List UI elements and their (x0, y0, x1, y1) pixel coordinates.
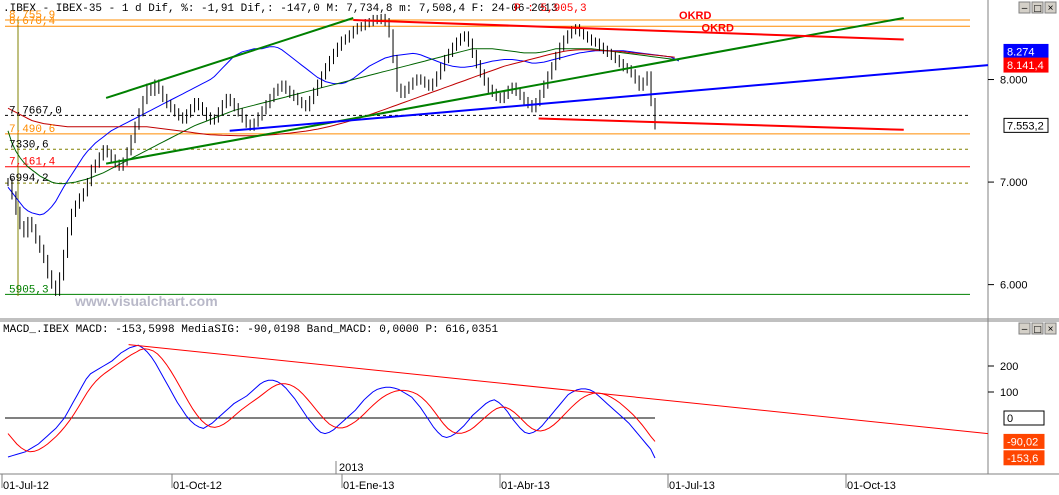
trendline (105, 17, 904, 165)
price-tag-text: 8.141,4 (1007, 60, 1044, 72)
level-label: 6994,2 (9, 173, 49, 185)
price-plot-area (0, 0, 988, 318)
minimize-button[interactable] (1018, 322, 1031, 335)
price-axis-label: 6.000 (1000, 280, 1028, 292)
trendline (538, 117, 904, 131)
watermark: www.visualchart.com (74, 293, 218, 309)
price-header-text: .IBEX - IBEX-35 - 1 d Dif, %: -1,91 Dif,… (3, 3, 558, 15)
level-labels: 8,755,98,670,4 7,7667,0 7,490,6 7330,6 7,161… (9, 10, 62, 296)
level-label: 7,7667,0 (9, 105, 62, 117)
macd-trendline (128, 344, 989, 435)
macd-tag (1003, 433, 1045, 449)
macd-axis-label: 100 (1000, 387, 1018, 399)
price-tag-text: 8.274 (1007, 46, 1035, 58)
macd-series (5, 344, 989, 459)
price-tag-text: 7.553,2 (1007, 120, 1044, 132)
price-tag (1003, 117, 1049, 133)
macd-axis-label: 200 (1000, 361, 1018, 373)
macd-tag-text: -153,6 (1007, 453, 1038, 465)
close-icon: × (1048, 324, 1054, 335)
macd-series-signal (7, 348, 656, 453)
macd-header-text: MACD_.IBEX MACD: -153,5998 MediaSIG: -90… (3, 324, 498, 336)
series-ma-red (7, 49, 675, 137)
level-label: 7,490,6 (9, 124, 55, 136)
macd-tag-text: -90,02 (1007, 436, 1038, 448)
date-axis-label: 01-Jul-13 (669, 480, 715, 492)
macd-plot-area (0, 322, 988, 474)
maximize-button[interactable] (1031, 322, 1044, 335)
price-window-buttons: – □ × (1018, 1, 1057, 14)
maximize-icon: □ (1033, 4, 1042, 14)
pattern-annotation: OKRD (702, 22, 734, 34)
close-icon: × (1048, 3, 1054, 14)
macd-window-buttons: – □ × (1018, 322, 1057, 335)
level-label: 8,755,9 (9, 10, 55, 22)
series-ma-green (7, 48, 679, 185)
date-axis-label: 01-Abr-13 (501, 480, 550, 492)
minimize-button[interactable] (1018, 1, 1031, 14)
macd-series-macd (7, 344, 656, 459)
maximize-button[interactable] (1031, 1, 1044, 14)
panel-separator (0, 318, 1059, 322)
price-axis-label: 8.000 (1000, 75, 1028, 87)
date-axis-label: 01-Oct-13 (847, 480, 896, 492)
level-label: 8,670,4 (9, 16, 56, 28)
maximize-icon: □ (1033, 325, 1042, 335)
price-header-p: P : 5,905,3 (514, 3, 587, 15)
date-axis-label: 01-Jul-12 (3, 480, 49, 492)
level-label: 7330,6 (9, 139, 49, 151)
trendline (353, 19, 904, 41)
close-button[interactable] (1044, 1, 1057, 14)
close-button[interactable] (1044, 322, 1057, 335)
date-axis-label: 01-Oct-12 (173, 480, 222, 492)
price-axis-label: 7.000 (1000, 177, 1028, 189)
price-tag (1003, 57, 1049, 73)
macd-tag-text: 0 (1007, 413, 1013, 425)
trendline (229, 64, 989, 132)
minimize-icon: – (1022, 324, 1028, 335)
trendline (105, 17, 354, 99)
year-marker: 2013 (339, 462, 363, 474)
axes: 8.000 7.000 6.000 8.274 8.141,4 7.553,2 200 100… (1, 43, 1049, 492)
macd-tag (1003, 450, 1045, 466)
level-label: 5905,3 (9, 284, 49, 296)
date-axis-label: 01-Ene-13 (343, 480, 394, 492)
price-series (7, 13, 680, 296)
level-label: 7,161,4 (9, 157, 56, 169)
horizontal-levels (5, 19, 970, 296)
macd-tag (1003, 410, 1045, 426)
pattern-annotation: OKRD (679, 10, 711, 22)
minimize-icon: – (1022, 3, 1028, 14)
